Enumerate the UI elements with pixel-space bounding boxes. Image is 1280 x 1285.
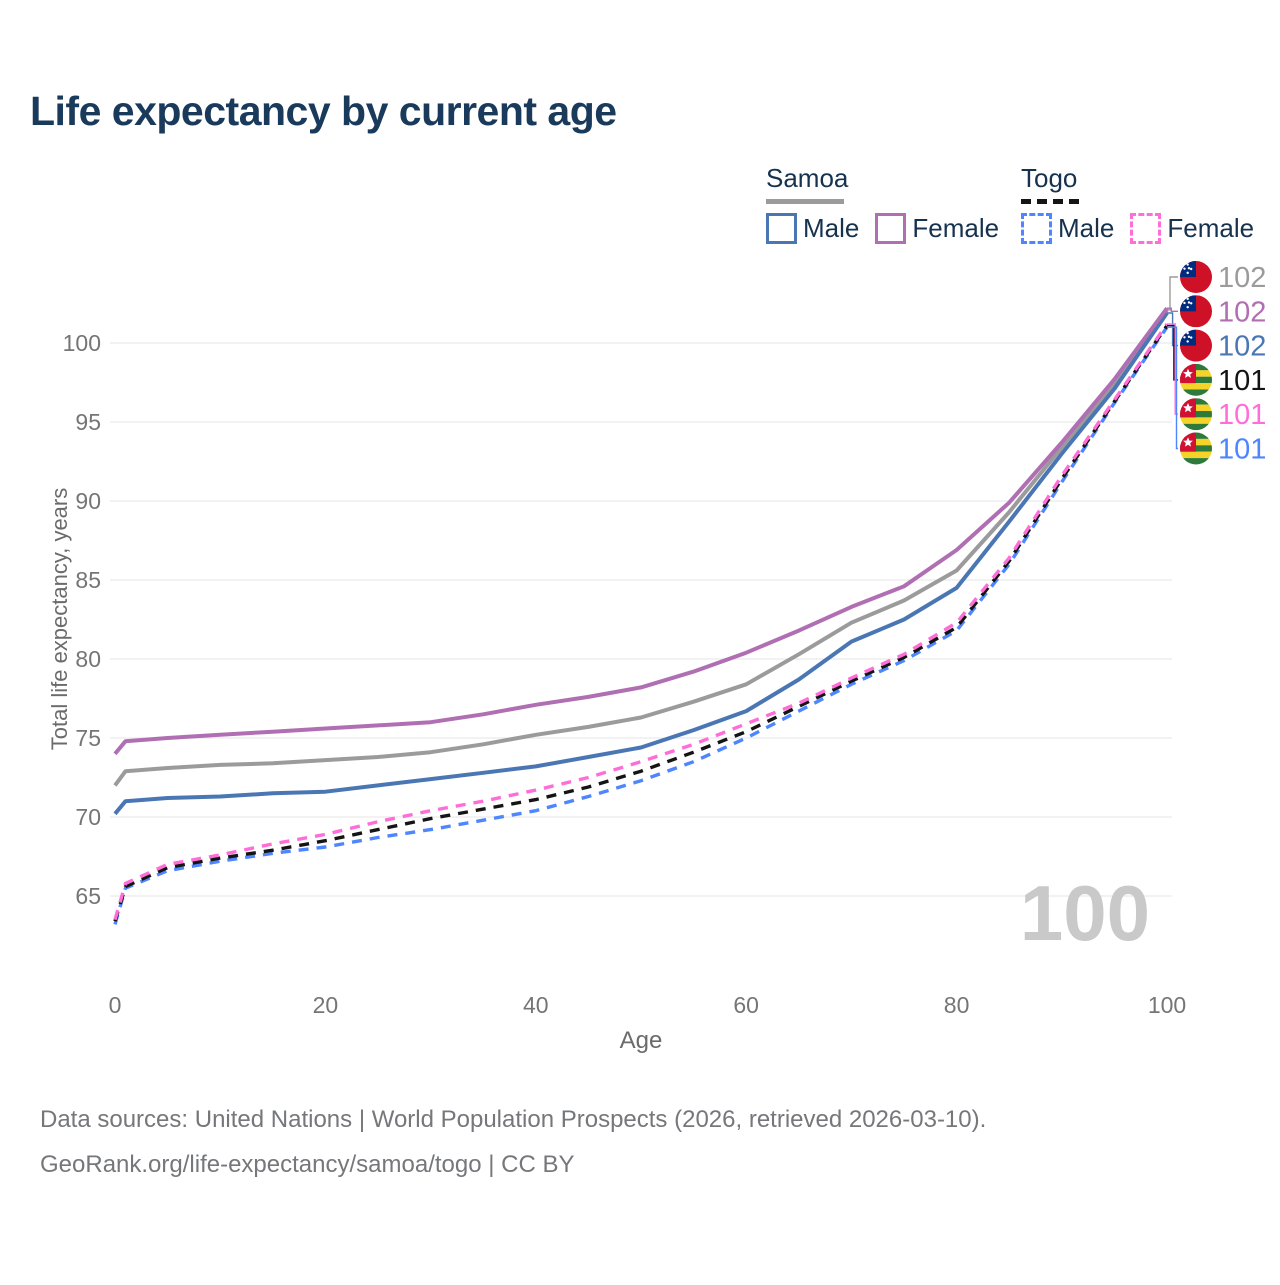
- x-tick-80: 80: [944, 992, 970, 1018]
- x-tick-60: 60: [733, 992, 759, 1018]
- samoa-flag-icon: [1180, 261, 1212, 293]
- legend-country-samoa: Samoa: [766, 163, 999, 204]
- end-label-value: 101: [1218, 399, 1266, 431]
- data-sources-line: Data sources: United Nations | World Pop…: [40, 1106, 987, 1133]
- legend-togo-female[interactable]: Female: [1130, 213, 1254, 244]
- legend-samoa-female[interactable]: Female: [875, 213, 999, 244]
- end-label-value: 101: [1218, 365, 1266, 397]
- age-watermark: 100: [1019, 869, 1150, 957]
- legend-group-samoa: Samoa Male Female: [766, 163, 999, 244]
- samoa-female-label: Female: [912, 213, 1000, 243]
- y-tick-100: 100: [63, 330, 101, 356]
- y-tick-80: 80: [75, 646, 101, 672]
- end-label-value: 102: [1218, 262, 1266, 294]
- togo-flag-icon: [1180, 398, 1212, 431]
- legend-country-togo: Togo: [1021, 163, 1254, 204]
- end-label-togo-both-sexes: 101: [1180, 363, 1266, 397]
- y-tick-95: 95: [75, 409, 101, 435]
- y-tick-70: 70: [75, 804, 101, 830]
- samoa-male-label: Male: [803, 213, 860, 243]
- end-label-connector: [1167, 307, 1178, 312]
- togo-male-swatch: [1021, 213, 1052, 244]
- samoa-female-swatch: [875, 213, 907, 244]
- x-tick-20: 20: [313, 992, 339, 1018]
- togo-male-label: Male: [1058, 213, 1115, 243]
- legend-togo-label: Togo: [1021, 163, 1078, 193]
- togo-flag-icon: [1180, 363, 1212, 396]
- end-label-value: 102: [1218, 331, 1266, 363]
- y-tick-90: 90: [75, 488, 101, 514]
- y-tick-75: 75: [75, 725, 101, 751]
- end-label-value: 101: [1218, 434, 1266, 466]
- legend-group-togo: Togo Male Female: [1021, 163, 1254, 244]
- attribution-line: GeoRank.org/life-expectancy/samoa/togo |…: [40, 1151, 575, 1179]
- series-line-togo-male[interactable]: [113, 326, 1169, 925]
- x-tick-0: 0: [109, 992, 122, 1018]
- legend-samoa-male[interactable]: Male: [766, 213, 859, 244]
- end-label-samoa-male: 102: [1180, 329, 1266, 363]
- togo-flag-icon: [1180, 432, 1212, 465]
- togo-female-label: Female: [1167, 213, 1255, 243]
- end-label-samoa-both-sexes: 102: [1180, 261, 1266, 294]
- togo-dashed-line-swatch: [1021, 199, 1079, 204]
- y-axis-label: Total life expectancy, years: [47, 487, 72, 751]
- series-line-togo-female[interactable]: [113, 323, 1169, 921]
- legend-row-samoa: Male Female: [766, 213, 999, 244]
- page-title: Life expectancy by current age: [30, 88, 617, 134]
- end-label-connector: [1167, 276, 1178, 311]
- x-axis-label: Age: [620, 1027, 663, 1054]
- samoa-solid-line-swatch: [766, 199, 844, 204]
- x-tick-100: 100: [1148, 992, 1186, 1018]
- end-label-samoa-female: 102: [1180, 295, 1266, 328]
- y-tick-65: 65: [75, 883, 101, 909]
- togo-female-swatch: [1130, 213, 1162, 244]
- end-label-connector: [1167, 326, 1178, 450]
- end-label-togo-male: 101: [1180, 432, 1266, 466]
- samoa-male-swatch: [766, 213, 797, 244]
- end-label-togo-female: 101: [1180, 398, 1266, 431]
- samoa-flag-icon: [1180, 329, 1212, 362]
- end-label-value: 102: [1218, 296, 1266, 328]
- chart-footer: Data sources: United Nations | World Pop…: [40, 1104, 986, 1194]
- legend-row-togo: Male Female: [1021, 213, 1254, 244]
- legend-togo-male[interactable]: Male: [1021, 213, 1114, 244]
- series-line-togo-both-sexes[interactable]: [113, 324, 1169, 922]
- y-tick-85: 85: [75, 567, 101, 593]
- x-tick-40: 40: [523, 992, 549, 1018]
- series-line-samoa-both-sexes[interactable]: [113, 308, 1169, 787]
- legend-samoa-label: Samoa: [766, 163, 849, 193]
- samoa-flag-icon: [1180, 295, 1212, 328]
- series-line-samoa-female[interactable]: [113, 307, 1169, 756]
- series-line-samoa-male[interactable]: [113, 311, 1169, 816]
